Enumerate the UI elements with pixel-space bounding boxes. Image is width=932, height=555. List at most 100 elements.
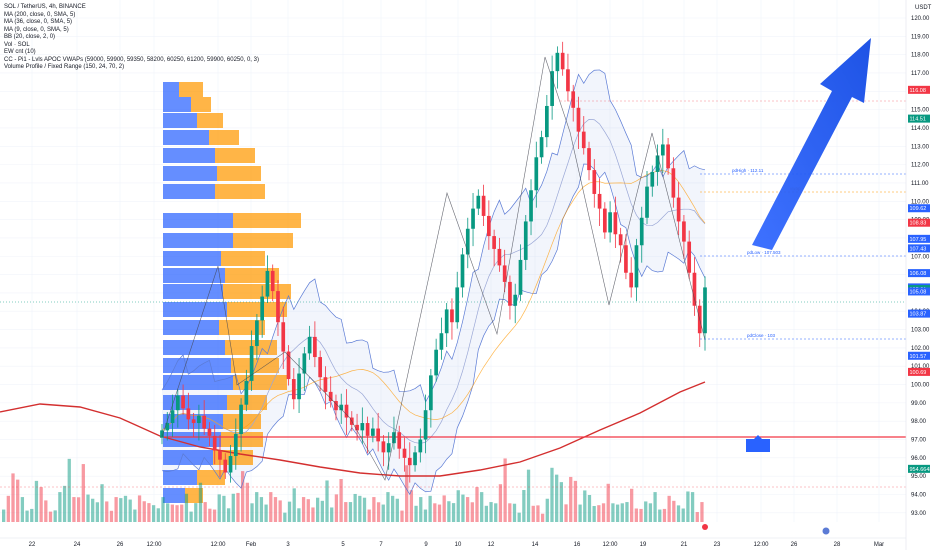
time-tick-label[interactable]: 12:00: [146, 542, 162, 548]
price-tag-label[interactable]: 116.08: [910, 88, 926, 94]
price-tag-label[interactable]: 106.08: [910, 271, 927, 277]
price-tick-label[interactable]: 102.00: [911, 346, 930, 352]
price-tick-label[interactable]: 114.00: [911, 126, 930, 132]
vp-row-down: [231, 358, 279, 373]
price-tag-label[interactable]: 105.08: [910, 289, 927, 295]
candle-body: [181, 396, 185, 409]
candle-body: [545, 106, 549, 137]
price-tick-label[interactable]: 118.00: [911, 53, 930, 59]
legend-line[interactable]: MA (9, close, 0, SMA, 5): [4, 27, 259, 35]
volume-bar: [691, 492, 694, 522]
time-tick-label[interactable]: Feb: [246, 542, 257, 548]
price-tag-label[interactable]: 954.664K: [910, 467, 932, 473]
vp-row-down: [233, 213, 301, 228]
volume-bar: [668, 496, 671, 522]
price-tag-label[interactable]: 108.83: [910, 221, 927, 227]
legend-line[interactable]: EW cnt (10): [4, 49, 259, 57]
time-tick-label[interactable]: 23: [714, 542, 721, 548]
candle-body: [534, 157, 538, 190]
legend-line[interactable]: Vol · SOL: [4, 42, 259, 50]
volume-bar: [68, 459, 71, 522]
price-tick-label[interactable]: 111.00: [911, 181, 929, 187]
volume-bar: [255, 492, 258, 522]
vp-row-up: [163, 130, 209, 145]
price-tick-label[interactable]: 107.00: [911, 254, 930, 260]
time-tick-label[interactable]: 26: [117, 542, 124, 548]
price-tag-label[interactable]: 109.62: [910, 206, 927, 212]
price-tick-label[interactable]: 103.00: [911, 328, 930, 334]
vp-row-down: [217, 166, 261, 181]
price-tag-label[interactable]: 100.69: [910, 370, 927, 376]
price-axis-currency[interactable]: USDT: [915, 5, 932, 11]
volume-bar: [246, 483, 249, 522]
legend-line[interactable]: Volume Profile / Fixed Range (150, 24, 7…: [4, 64, 259, 72]
volume-bar: [682, 509, 685, 523]
candle-body: [413, 452, 417, 465]
price-tag-label[interactable]: 107.95: [910, 237, 927, 243]
volume-bar: [363, 498, 366, 522]
legend-line[interactable]: MA (36, close, 0, SMA, 5): [4, 19, 259, 27]
volume-bar: [339, 479, 342, 522]
time-tick-label[interactable]: 12:00: [602, 542, 618, 548]
price-tick-label[interactable]: 99.00: [911, 401, 927, 407]
volume-bar: [391, 496, 394, 522]
price-tick-label[interactable]: 113.00: [911, 144, 930, 150]
candle-body: [677, 198, 681, 222]
volume-bar: [424, 510, 427, 522]
volume-bar: [260, 497, 263, 522]
time-tick-label[interactable]: 12:00: [753, 542, 769, 548]
volume-bar: [152, 505, 155, 522]
volume-bar: [546, 499, 549, 522]
legend-line[interactable]: CC - Pi1 - Lvls APOC VWAPs (59000, 59900…: [4, 57, 259, 65]
time-tick-label[interactable]: 16: [574, 542, 581, 548]
time-tick-label[interactable]: 24: [74, 542, 81, 548]
legend-line[interactable]: MA (200, close, 0, SMA, 5): [4, 12, 259, 20]
volume-bar: [330, 507, 333, 522]
time-tick-label[interactable]: 21: [681, 542, 688, 548]
price-tick-label[interactable]: 119.00: [911, 34, 930, 40]
time-tick-label[interactable]: 10: [455, 542, 462, 548]
volume-bar: [611, 503, 614, 522]
price-tick-label[interactable]: 95.00: [911, 474, 927, 480]
price-tick-label[interactable]: 98.00: [911, 419, 927, 425]
time-tick-label[interactable]: 14: [532, 542, 539, 548]
price-tag-label[interactable]: 107.43: [910, 246, 927, 252]
volume-bar: [602, 503, 605, 522]
price-tick-label[interactable]: 97.00: [911, 438, 927, 444]
candle-body: [197, 416, 201, 423]
price-tick-label[interactable]: 112.00: [911, 163, 930, 169]
time-tick-label[interactable]: 22: [29, 542, 36, 548]
time-tick-label[interactable]: Mar: [874, 542, 884, 548]
volume-bar: [316, 498, 319, 522]
price-tag-label[interactable]: 101.57: [910, 354, 927, 360]
candle-body: [271, 271, 275, 291]
price-tick-label[interactable]: 100.00: [911, 383, 930, 389]
price-tick-label[interactable]: 117.00: [911, 71, 930, 77]
volume-bar: [354, 494, 357, 522]
volume-bar: [175, 505, 178, 522]
volume-bar: [447, 501, 450, 522]
time-tick-label[interactable]: 28: [834, 542, 841, 548]
time-tick-label[interactable]: 26: [791, 542, 798, 548]
volume-bar: [372, 497, 375, 522]
time-tick-label[interactable]: 12:00: [210, 542, 226, 548]
price-tick-label[interactable]: 115.00: [911, 108, 930, 114]
time-tick-label[interactable]: 12: [488, 542, 495, 548]
legend-symbol[interactable]: SOL / TetherUS, 4h, BINANCE: [4, 4, 259, 12]
volume-bar: [410, 490, 413, 522]
legend-line[interactable]: BB (20, close, 2, 0): [4, 34, 259, 42]
price-tag-label[interactable]: 103.87: [910, 312, 927, 318]
volume-bar: [283, 513, 286, 522]
price-tick-label[interactable]: 94.00: [911, 493, 927, 499]
time-tick-label[interactable]: 19: [640, 542, 647, 548]
price-tick-label[interactable]: 96.00: [911, 456, 927, 462]
price-tick-label[interactable]: 93.00: [911, 511, 927, 517]
volume-bar: [386, 492, 389, 522]
candle-body: [408, 458, 412, 465]
price-tag-label[interactable]: 114.51: [910, 117, 926, 123]
candle-body: [276, 291, 280, 322]
price-tick-label[interactable]: 120.00: [911, 16, 930, 22]
